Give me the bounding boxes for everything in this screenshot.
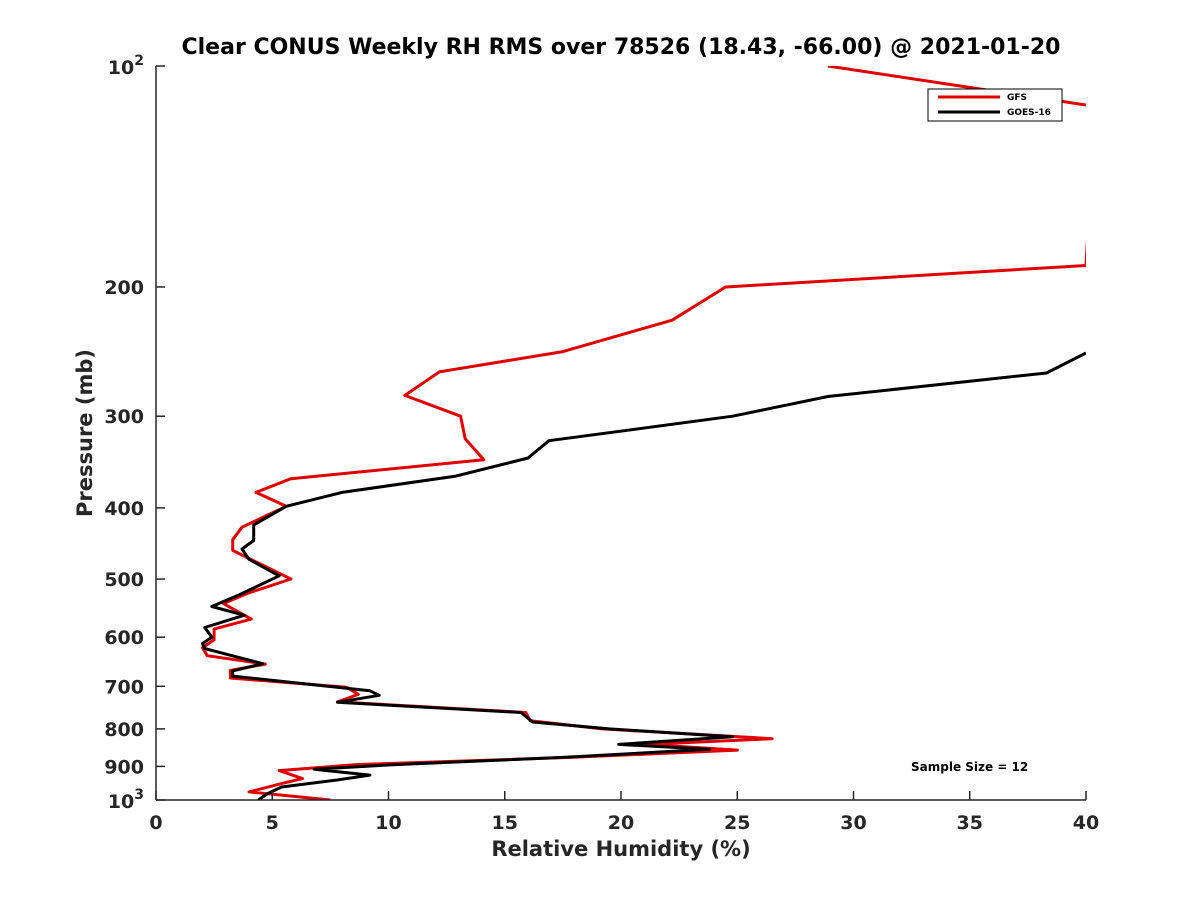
x-tick-label: 25 (724, 812, 750, 834)
x-tick-label: 30 (840, 812, 866, 834)
x-tick-label: 10 (375, 812, 401, 834)
y-tick-label: 300 (104, 406, 144, 428)
legend-label-goes16: GOES-16 (1007, 108, 1051, 118)
y-tick-label-power: 102 (108, 53, 144, 79)
x-tick-label: 35 (957, 812, 983, 834)
legend-box (927, 88, 1063, 122)
chart-title: Clear CONUS Weekly RH RMS over 78526 (18… (182, 35, 1061, 60)
ticks: 0 5 10 15 20 25 30 35 40 200 300 400 500 600 700 800 900… (104, 53, 1099, 834)
y-tick-label: 900 (104, 756, 144, 778)
axes (155, 66, 1086, 801)
x-tick-label: 5 (266, 812, 279, 834)
y-tick-label: 500 (104, 569, 144, 591)
legend: GFS GOES-16 (927, 88, 1063, 122)
x-tick-label: 0 (149, 812, 162, 834)
sample-size-annotation: Sample Size = 12 (911, 760, 1028, 774)
y-axis-label: Pressure (mb) (73, 349, 97, 517)
x-axis-label: Relative Humidity (%) (491, 837, 750, 861)
y-tick-label: 700 (104, 676, 144, 698)
x-tick-label: 15 (492, 812, 518, 834)
y-tick-label: 400 (104, 498, 144, 520)
series-layer (201, 66, 1086, 800)
y-tick-label-power: 103 (108, 787, 144, 813)
x-tick-label: 40 (1073, 812, 1099, 834)
y-tick-label: 600 (104, 627, 144, 649)
series-line-goes16 (201, 351, 1086, 800)
y-tick-label: 800 (104, 719, 144, 741)
y-tick-label: 200 (104, 277, 144, 299)
legend-label-gfs: GFS (1007, 93, 1027, 103)
series-line-gfs (201, 66, 1086, 800)
x-tick-label: 20 (608, 812, 634, 834)
